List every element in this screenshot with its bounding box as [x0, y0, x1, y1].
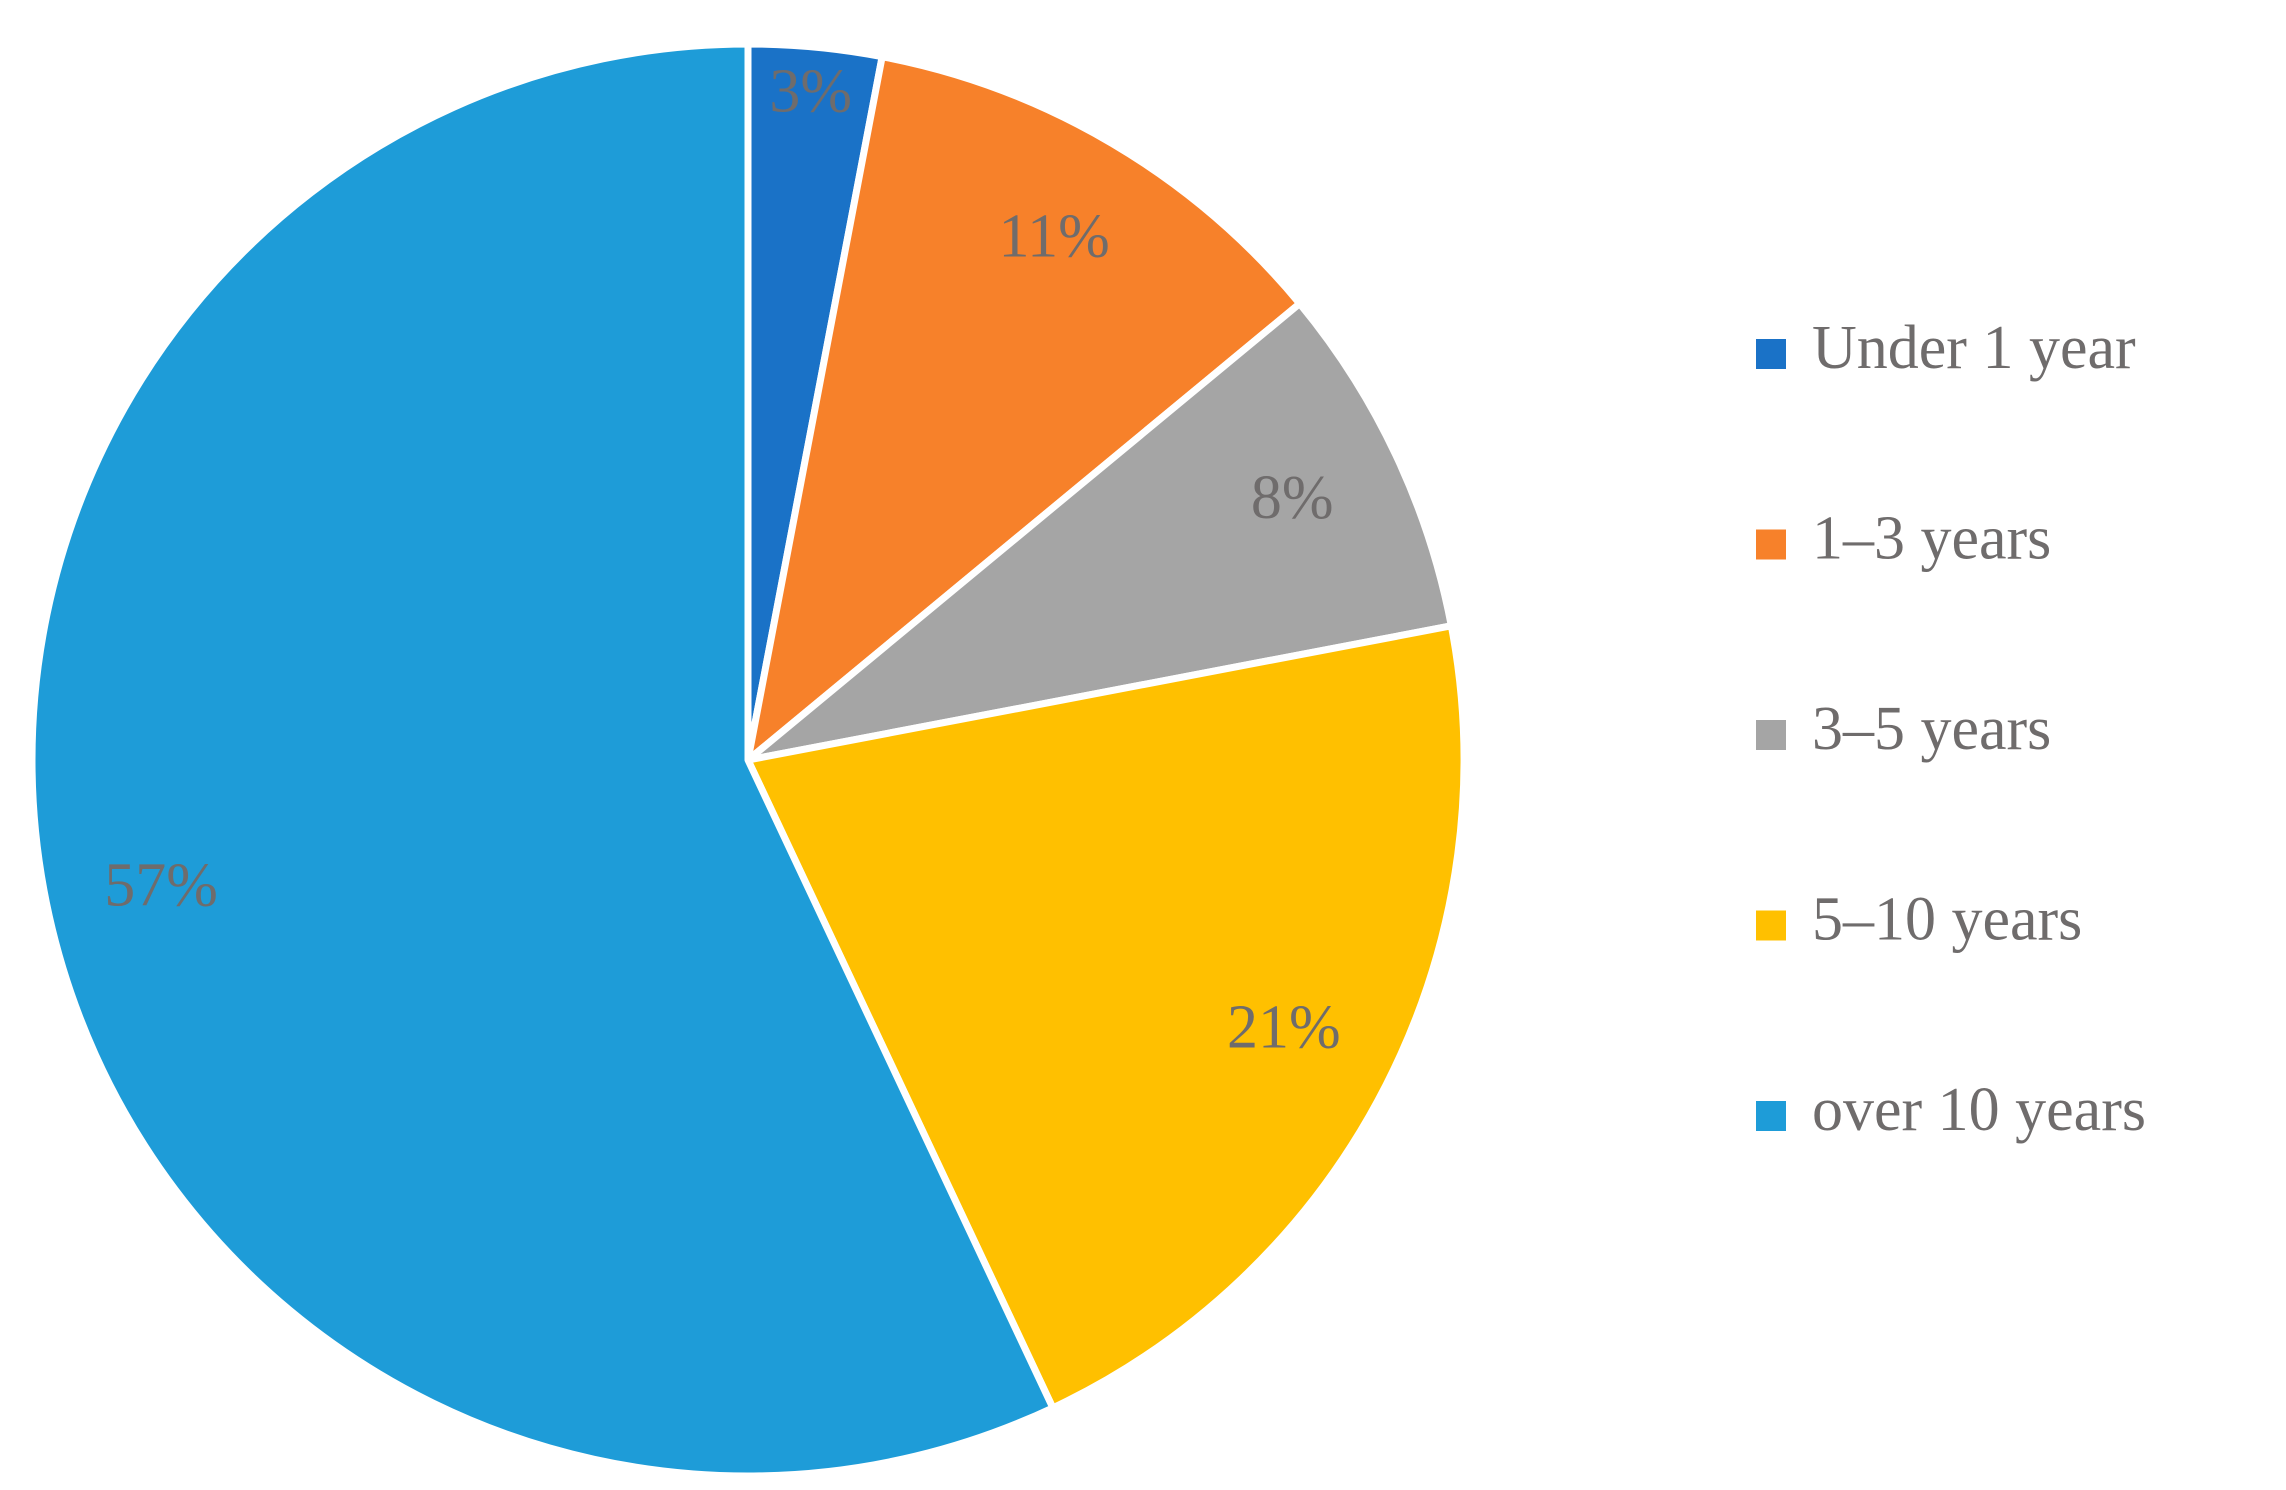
pie-slice	[28, 40, 1057, 1480]
legend-swatch	[1756, 910, 1786, 941]
pie-slice	[744, 300, 1455, 764]
legend-label: 5–10 years	[1812, 886, 2082, 954]
legend-swatch	[1756, 1101, 1786, 1131]
data-label: 3%	[769, 57, 852, 125]
legend-label: 3–5 years	[1812, 695, 2051, 763]
pie-slice	[744, 53, 1304, 764]
legend-swatch	[1756, 720, 1786, 750]
data-label: 8%	[1251, 464, 1334, 532]
legend-swatch	[1756, 529, 1786, 560]
pie-slice	[744, 622, 1468, 1412]
legend-swatch	[1756, 339, 1786, 369]
legend-label: 1–3 years	[1812, 505, 2051, 573]
legend-label: Under 1 year	[1812, 314, 2136, 382]
data-label: 57%	[104, 851, 218, 919]
legend-label: over 10 years	[1812, 1076, 2146, 1144]
data-label: 21%	[1227, 993, 1341, 1061]
data-label: 11%	[998, 203, 1109, 271]
